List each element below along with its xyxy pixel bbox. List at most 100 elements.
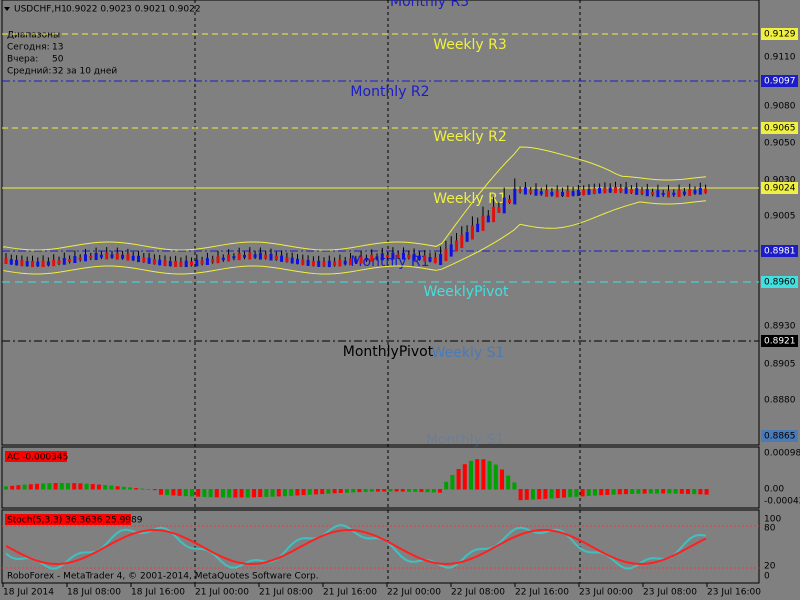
price-box: [761, 245, 798, 257]
price-box: [761, 335, 798, 347]
candle: [253, 254, 257, 258]
level-label: Weekly S1: [432, 345, 505, 361]
candle: [598, 188, 602, 194]
candle: [57, 260, 61, 264]
ac-label-box: [5, 451, 67, 462]
ac-bar: [506, 475, 511, 490]
candle: [211, 259, 215, 263]
candle: [4, 258, 8, 264]
candle: [62, 257, 66, 265]
level-label: Weekly R2: [433, 129, 507, 145]
ac-bar: [314, 489, 318, 495]
candle: [349, 258, 352, 266]
ac-bar: [462, 464, 467, 490]
stoch-frame: [1, 509, 760, 584]
ac-bar: [636, 489, 641, 494]
ac-bar: [289, 489, 294, 496]
ac-axis-label: 0.00098: [764, 449, 800, 459]
info-key: Средний:: [7, 67, 51, 77]
candle: [476, 223, 480, 233]
ac-bar: [624, 489, 628, 495]
candle: [46, 261, 50, 266]
price-box-label: 0.9024: [764, 184, 796, 194]
time-label: 22 Jul 16:00: [515, 588, 569, 598]
ac-bar: [456, 468, 461, 490]
ac-bar: [109, 485, 114, 490]
info-value: 13: [52, 43, 63, 53]
candle: [677, 190, 681, 198]
ac-bar: [171, 489, 176, 496]
candle: [15, 259, 19, 266]
ac-bar: [388, 489, 393, 492]
ac-bar: [524, 489, 529, 500]
ac-bar: [512, 482, 517, 490]
level-label: Weekly R3: [433, 37, 507, 53]
candle: [444, 248, 448, 262]
candle: [661, 192, 665, 195]
ac-bar: [227, 489, 232, 498]
level-label: Monthly R3: [390, 0, 469, 10]
candle: [672, 192, 676, 196]
ac-bar: [146, 489, 151, 490]
ac-bar: [568, 489, 573, 498]
ac-axis-label: -0.00042: [764, 497, 800, 507]
ac-bar: [425, 489, 430, 493]
ac-bar: [357, 489, 362, 493]
candle: [89, 256, 93, 259]
candle: [682, 191, 686, 195]
candle: [25, 261, 29, 267]
ac-bar: [593, 489, 597, 496]
candle: [555, 190, 559, 198]
price-box-label: 0.9097: [764, 77, 796, 87]
candle: [550, 191, 554, 196]
ac-bar: [419, 489, 424, 492]
candle: [343, 260, 347, 265]
ac-bar: [270, 489, 275, 497]
ac-bar: [444, 481, 449, 490]
ac-bar: [667, 489, 672, 494]
ac-bar: [376, 489, 380, 492]
candle: [131, 255, 135, 261]
ac-bar: [283, 489, 287, 497]
candle: [529, 190, 533, 193]
ac-bar: [692, 489, 697, 495]
candle: [375, 256, 379, 259]
price-box-label: 0.8981: [764, 247, 796, 257]
ac-bar: [661, 489, 666, 494]
candle: [264, 254, 268, 259]
ac-bar: [233, 489, 238, 498]
ac-bar: [66, 483, 70, 490]
candle: [269, 253, 273, 261]
stoch-label-box: [5, 514, 131, 525]
menu-arrow[interactable]: [4, 7, 10, 11]
ac-bar: [469, 460, 473, 490]
ac-bar: [320, 489, 325, 495]
candle: [582, 189, 586, 196]
ac-bar: [202, 489, 207, 497]
candle: [539, 191, 543, 195]
candle: [629, 189, 633, 193]
time-label: 22 Jul 08:00: [451, 588, 505, 598]
ac-bar: [400, 489, 405, 492]
price-label: 0.8880: [764, 396, 796, 406]
ac-bar: [84, 483, 89, 490]
ac-bar: [90, 484, 95, 490]
candle: [311, 260, 315, 267]
ac-bar: [252, 489, 256, 498]
candle: [656, 190, 660, 198]
ac-bar: [363, 489, 368, 492]
ac-bar: [431, 489, 436, 493]
candle: [126, 254, 130, 261]
symbol: USDCHF,H1: [14, 5, 67, 15]
candle: [396, 254, 400, 258]
ac-bar: [326, 489, 331, 494]
candle: [184, 260, 188, 268]
main-frame: [1, 0, 760, 446]
candle: [534, 188, 538, 196]
ac-bar: [345, 489, 349, 493]
info-key: Вчера:: [7, 55, 38, 65]
ac-bar: [196, 489, 201, 497]
price-label: 0.9080: [764, 102, 796, 112]
